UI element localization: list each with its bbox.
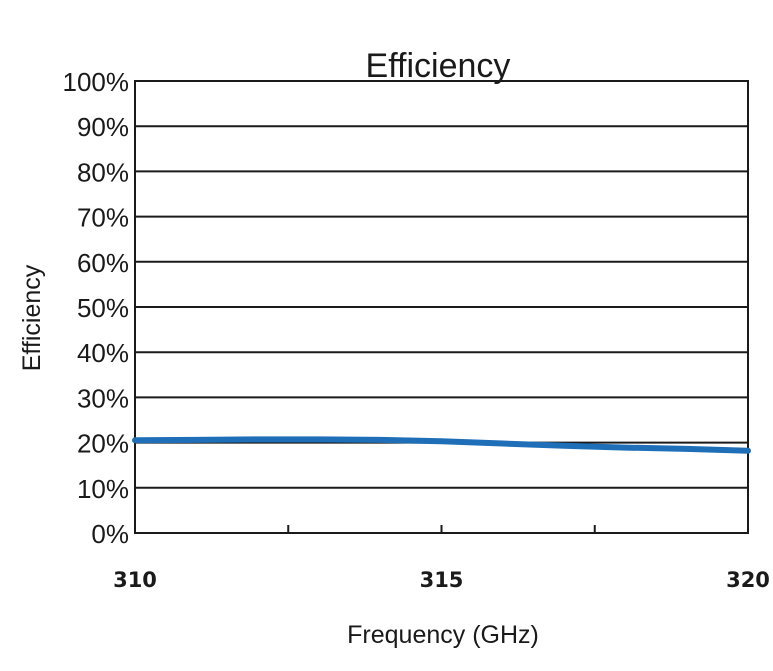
y-tick-label: 50% [77, 293, 129, 323]
y-tick-label: 70% [77, 203, 129, 233]
efficiency-series-line [132, 436, 751, 454]
y-tick-label: 20% [77, 429, 129, 459]
x-axis-label: Frequency (GHz) [347, 621, 539, 649]
chart-title: Efficiency [366, 47, 511, 85]
x-tick-label: 320 [726, 568, 770, 592]
y-tick-label: 10% [77, 474, 129, 504]
y-axis-tick-labels: 100% 90% 80% 70% 60% 50% 40% 30% 20% 10% 0% [63, 67, 130, 549]
x-tick-label: 310 [113, 568, 157, 592]
y-tick-label: 80% [77, 157, 129, 187]
y-tick-label: 60% [77, 248, 129, 278]
x-tick-label: 315 [420, 568, 464, 592]
x-axis-tick-labels: 310 315 320 [113, 568, 770, 592]
y-tick-label: 30% [77, 383, 129, 413]
y-tick-label: 100% [63, 67, 130, 97]
y-tick-label: 90% [77, 112, 129, 142]
series-layer [132, 436, 751, 454]
x-axis-tick-marks [134, 525, 749, 533]
y-tick-label: 40% [77, 338, 129, 368]
y-axis-label: Efficiency [18, 264, 46, 371]
y-tick-label: 0% [91, 519, 129, 549]
gridlines [135, 80, 748, 534]
